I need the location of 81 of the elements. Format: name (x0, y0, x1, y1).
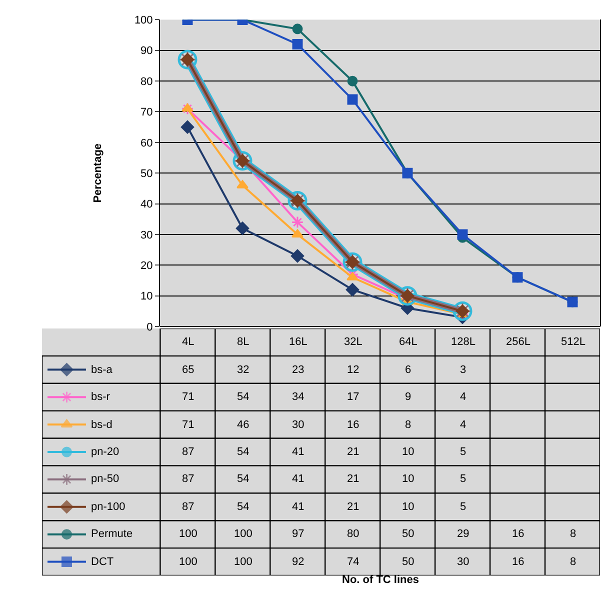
x-tick-label: 32L (344, 336, 362, 348)
data-label: 3 (460, 364, 466, 376)
data-label: 87 (182, 473, 194, 485)
data-label: 41 (292, 501, 304, 513)
data-label: 50 (402, 528, 414, 540)
data-label: 46 (237, 419, 250, 431)
data-label: 41 (292, 446, 304, 458)
data-label: 100 (234, 556, 252, 568)
data-label: 34 (292, 391, 304, 403)
x-tick-label: 4L (182, 336, 194, 348)
legend-label: pn-50 (91, 473, 120, 485)
legend-label: DCT (91, 556, 114, 568)
x-tick-label: 8L (237, 336, 250, 348)
y-tick-label: 90 (140, 45, 153, 58)
data-label: 23 (292, 364, 304, 376)
data-label: 5 (460, 501, 466, 513)
y-tick-label: 20 (140, 260, 153, 272)
data-label: 4 (460, 419, 466, 431)
y-tick-label: 70 (140, 106, 153, 119)
data-label: 87 (182, 446, 194, 458)
legend-label: Permute (91, 528, 133, 540)
legend-label: bs-a (91, 364, 114, 376)
data-label: 9 (405, 391, 412, 403)
data-label: 6 (405, 364, 412, 376)
data-label: 92 (292, 556, 304, 568)
data-label: 21 (347, 446, 360, 458)
data-label: 30 (457, 556, 470, 568)
data-label: 17 (347, 391, 360, 403)
legend-label: pn-100 (91, 501, 126, 513)
data-label: 100 (234, 528, 252, 540)
data-label: 16 (512, 556, 524, 568)
data-label: 16 (512, 528, 524, 540)
data-label: 21 (347, 501, 360, 513)
x-tick-label: 128L (451, 336, 476, 348)
data-label: 100 (179, 528, 198, 540)
data-label: 8 (405, 419, 412, 431)
legend-label: pn-20 (91, 446, 120, 458)
data-label: 71 (182, 391, 194, 403)
legend-label: bs-d (91, 419, 112, 431)
data-label: 80 (347, 528, 360, 540)
x-tick-label: 64L (399, 336, 418, 348)
y-tick-label: 10 (140, 290, 153, 303)
data-label: 30 (292, 419, 304, 431)
data-label: 65 (182, 364, 194, 376)
data-label: 54 (237, 473, 250, 485)
y-tick-label: 50 (140, 168, 153, 180)
data-label: 8 (570, 528, 576, 540)
x-tick-label: 16L (289, 336, 308, 348)
data-label: 8 (570, 556, 576, 568)
data-label: 71 (182, 419, 194, 431)
data-label: 54 (237, 391, 250, 403)
y-tick-label: 80 (140, 76, 153, 88)
data-label: 4 (460, 391, 466, 403)
data-label: 5 (460, 473, 466, 485)
data-label: 21 (347, 473, 360, 485)
y-tick-label: 60 (140, 137, 153, 150)
data-label: 100 (179, 556, 198, 568)
data-label: 54 (237, 446, 250, 458)
data-label: 29 (457, 528, 470, 540)
data-label: 41 (292, 473, 304, 485)
data-label: 74 (347, 556, 360, 568)
data-label: 50 (402, 556, 414, 568)
y-tick-label: 40 (140, 198, 153, 211)
x-tick-label: 256L (506, 336, 530, 348)
data-label: 10 (402, 501, 414, 513)
data-label: 10 (402, 446, 414, 458)
text: No. of TC lines (342, 574, 419, 586)
legend-label: bs-r (91, 391, 110, 403)
y-axis-title: Percentage (92, 143, 104, 203)
data-label: 87 (182, 501, 194, 513)
y-tick-label: 30 (140, 229, 153, 242)
data-label: 97 (292, 528, 304, 540)
y-tick-label: 0 (146, 321, 153, 334)
data-label: 54 (237, 501, 250, 513)
y-tick-label: 100 (134, 14, 153, 27)
x-tick-label: 512L (561, 336, 586, 348)
data-label: 12 (347, 364, 360, 376)
data-label: 5 (460, 446, 466, 458)
data-label: 16 (347, 419, 360, 431)
data-label: 10 (402, 473, 414, 485)
data-label: 32 (237, 364, 250, 376)
